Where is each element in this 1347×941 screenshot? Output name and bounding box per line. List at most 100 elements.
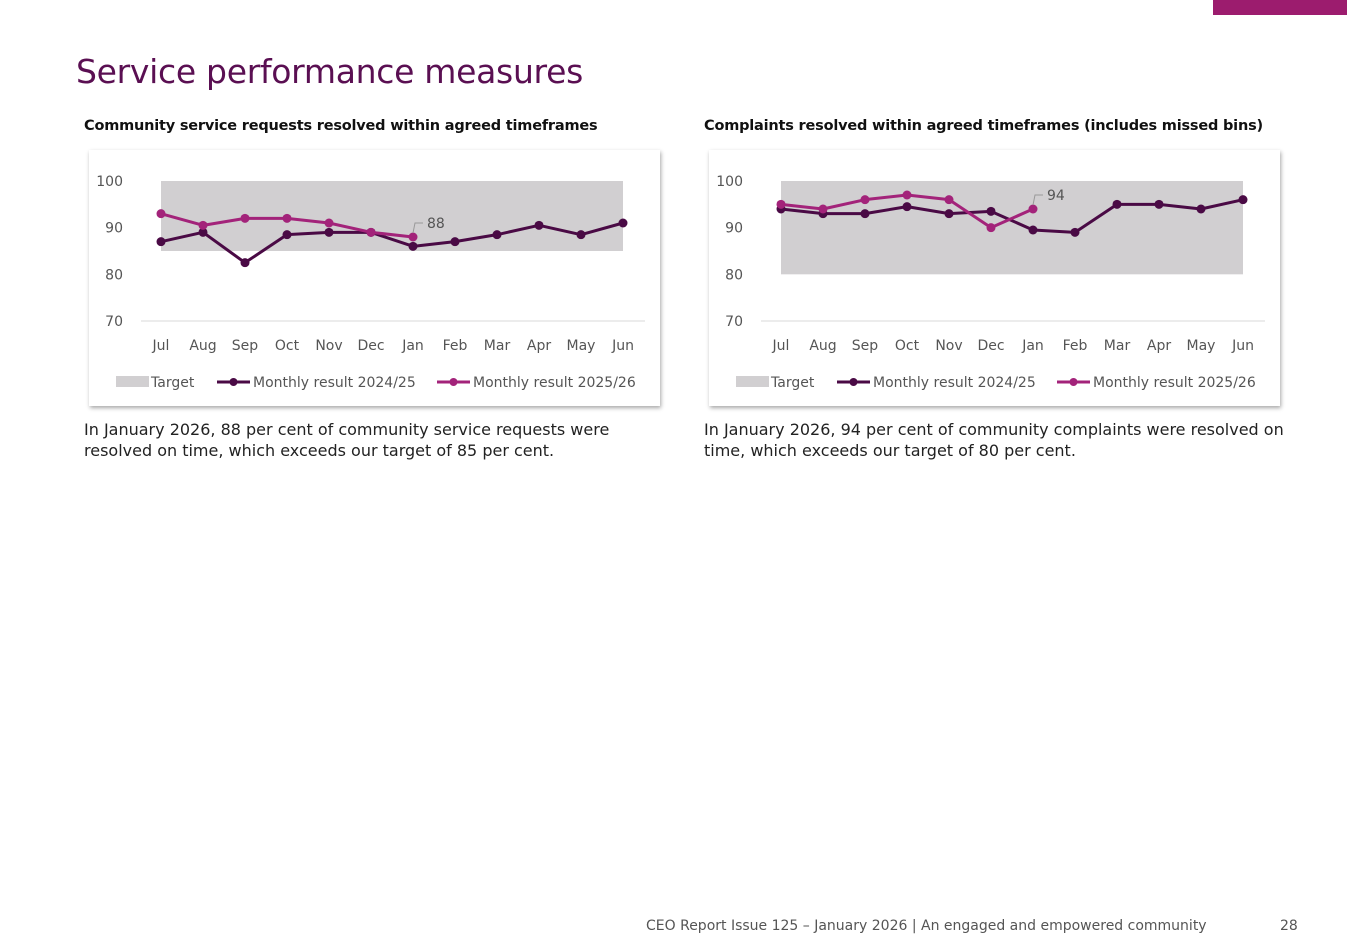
data-label: 94 (1047, 188, 1065, 204)
y-tick-label: 70 (105, 314, 123, 330)
data-point (1028, 225, 1038, 235)
data-point (1238, 195, 1248, 205)
data-point (944, 209, 954, 219)
accent-bar (1213, 0, 1347, 15)
legend-label: Monthly result 2025/26 (473, 375, 636, 391)
x-tick-label: Dec (357, 338, 384, 354)
data-point (1196, 204, 1206, 214)
y-tick-label: 90 (725, 221, 743, 237)
data-point (1028, 204, 1038, 214)
data-point (450, 237, 460, 247)
legend-swatch-marker (229, 378, 238, 386)
data-point (366, 227, 376, 237)
y-tick-label: 100 (96, 174, 123, 190)
data-point (818, 204, 828, 214)
data-point (902, 190, 912, 200)
legend-swatch-target (736, 376, 769, 387)
legend-label: Monthly result 2025/26 (1093, 375, 1256, 391)
data-point (156, 237, 166, 247)
x-tick-label: Apr (527, 338, 551, 354)
legend-swatch-marker (849, 378, 858, 386)
data-point (618, 218, 628, 228)
data-label-leader (412, 222, 423, 234)
x-tick-label: Apr (1147, 338, 1171, 354)
data-point (408, 241, 418, 251)
data-point (324, 218, 334, 228)
panel-complaints: Complaints resolved within agreed timefr… (704, 118, 1284, 460)
data-point (282, 230, 292, 240)
line-chart-service-requests: 70 80 90 100 Jul Aug Sep Oct Nov Dec Jan Feb Mar Apr M… (96, 174, 645, 391)
data-point (1070, 227, 1080, 237)
page-number: 28 (1280, 918, 1298, 934)
data-point (492, 230, 502, 240)
legend-swatch-marker (1069, 378, 1078, 386)
x-tick-label: Sep (232, 338, 259, 354)
x-tick-label: Nov (315, 338, 342, 354)
x-tick-label: May (1187, 338, 1216, 354)
x-tick-label: May (567, 338, 596, 354)
data-point (902, 202, 912, 212)
x-tick-label: Mar (1104, 338, 1131, 354)
data-label: 88 (427, 216, 445, 232)
x-tick-label: Jul (772, 338, 790, 354)
x-tick-label: Oct (895, 338, 920, 354)
x-tick-label: Dec (977, 338, 1004, 354)
legend-label: Target (150, 375, 195, 391)
chart-card: 70 80 90 100 Jul Aug Sep Oct Nov Dec Jan Feb Mar Apr M… (89, 150, 660, 406)
x-tick-label: Jun (611, 338, 634, 354)
data-point (240, 258, 250, 268)
legend-swatch-marker (449, 378, 458, 386)
data-point (408, 232, 418, 242)
x-tick-label: Aug (809, 338, 836, 354)
chart-summary: In January 2026, 88 per cent of communit… (84, 420, 610, 460)
panel-service-requests: Community service requests resolved with… (84, 118, 664, 460)
data-point (1154, 199, 1164, 209)
data-point (282, 213, 292, 223)
x-tick-label: Jan (1021, 338, 1044, 354)
y-tick-label: 90 (105, 221, 123, 237)
y-tick-label: 80 (725, 267, 743, 283)
legend-swatch-target (116, 376, 149, 387)
x-tick-label: Feb (443, 338, 468, 354)
series-line (780, 198, 1244, 234)
data-point (860, 195, 870, 205)
data-point (776, 199, 786, 209)
x-tick-label: Feb (1063, 338, 1088, 354)
y-tick-label: 100 (716, 174, 743, 190)
data-point (156, 209, 166, 219)
x-tick-label: Jun (1231, 338, 1254, 354)
x-tick-label: Oct (275, 338, 300, 354)
data-point (944, 195, 954, 205)
data-point (986, 223, 996, 233)
x-tick-label: Aug (189, 338, 216, 354)
series-line (160, 221, 624, 265)
chart-heading: Complaints resolved within agreed timefr… (704, 118, 1263, 134)
data-point (860, 209, 870, 219)
x-tick-label: Mar (484, 338, 511, 354)
target-band (781, 181, 1243, 275)
data-point (1112, 199, 1122, 209)
data-point (198, 220, 208, 230)
legend-label: Monthly result 2024/25 (253, 375, 416, 391)
data-point (198, 227, 208, 237)
data-point (986, 206, 996, 216)
x-tick-label: Jul (152, 338, 170, 354)
chart-card: 70 80 90 100 Jul Aug Sep Oct Nov Dec Jan Feb Mar Apr M… (709, 150, 1280, 406)
x-tick-label: Sep (852, 338, 879, 354)
y-tick-label: 70 (725, 314, 743, 330)
legend-label: Target (770, 375, 815, 391)
page-title: Service performance measures (76, 52, 583, 91)
line-chart-complaints: 70 80 90 100 Jul Aug Sep Oct Nov Dec Jan Feb Mar Apr M… (716, 174, 1265, 391)
chart-heading: Community service requests resolved with… (84, 118, 598, 134)
data-point (324, 227, 334, 237)
chart-summary: In January 2026, 94 per cent of communit… (704, 420, 1284, 460)
legend-label: Monthly result 2024/25 (873, 375, 1036, 391)
x-tick-label: Jan (401, 338, 424, 354)
y-tick-label: 80 (105, 267, 123, 283)
data-point (534, 220, 544, 230)
data-point (576, 230, 586, 240)
footer-text: CEO Report Issue 125 – January 2026 | An… (646, 918, 1207, 934)
data-label-leader (1032, 194, 1043, 206)
data-point (240, 213, 250, 223)
x-tick-label: Nov (935, 338, 962, 354)
